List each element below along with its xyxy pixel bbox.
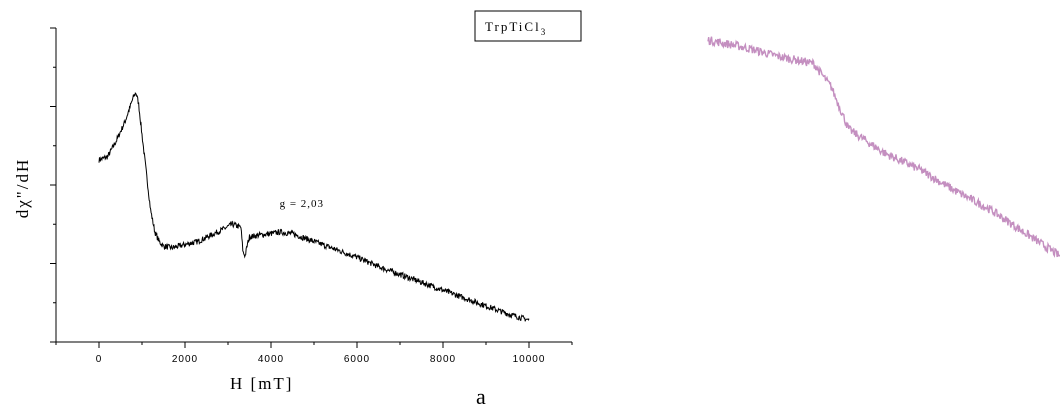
x-tick-label: 2000 bbox=[172, 354, 198, 365]
legend-label: TrpTiCl3 bbox=[485, 19, 547, 37]
spectrum-line bbox=[98, 92, 530, 322]
x-tick-label: 6000 bbox=[344, 354, 370, 365]
y-axis-title: dχ"/dH bbox=[13, 158, 32, 219]
chart-b bbox=[707, 36, 1060, 258]
x-tick-label: 0 bbox=[96, 354, 103, 365]
x-ticks: 0 2000 4000 6000 8000 10000 bbox=[55, 342, 573, 365]
x-axis-title: H [mT] bbox=[230, 374, 293, 393]
chart-a: 0 2000 4000 6000 8000 10000 TrpTiCl3 g = 2,03… bbox=[13, 10, 582, 406]
x-tick-label: 8000 bbox=[430, 354, 456, 365]
panel-label: a bbox=[476, 384, 486, 406]
pink-trace bbox=[707, 36, 1060, 258]
x-tick-label: 4000 bbox=[258, 354, 284, 365]
legend-box bbox=[474, 10, 582, 42]
y-ticks bbox=[50, 27, 56, 343]
g-factor-annotation: g = 2,03 bbox=[280, 198, 324, 210]
x-tick-label: 10000 bbox=[513, 354, 546, 365]
legend: TrpTiCl3 bbox=[474, 10, 582, 42]
